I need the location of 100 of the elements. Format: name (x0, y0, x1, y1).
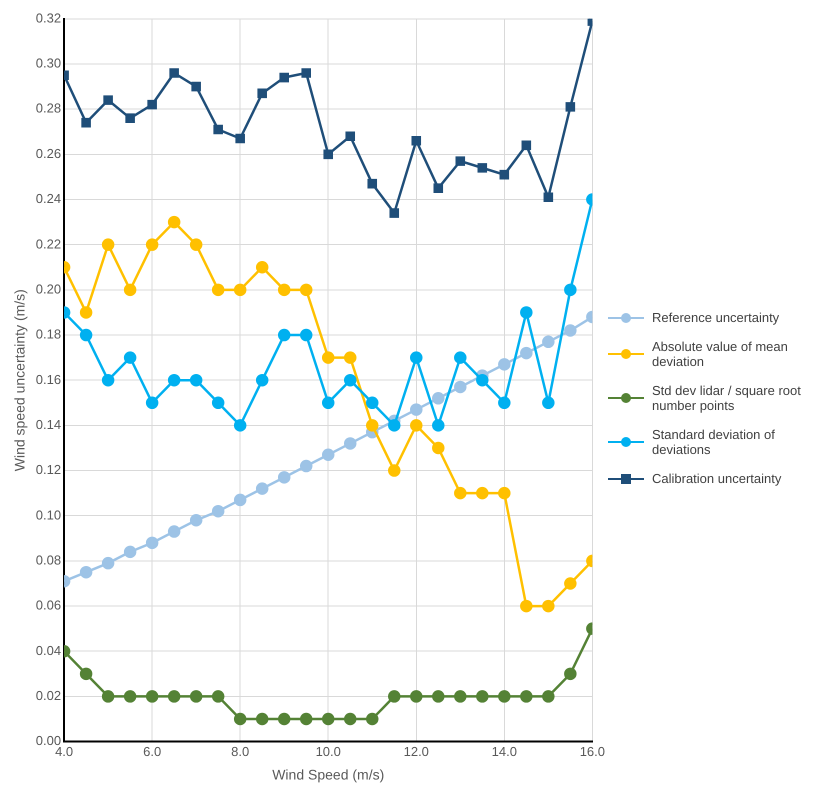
point (257, 88, 267, 98)
point (256, 712, 268, 726)
x-tick-label: 16.0 (580, 744, 606, 759)
point (366, 419, 378, 432)
point (520, 600, 533, 612)
point (366, 712, 378, 726)
y-tick-label: 0.22 (36, 236, 62, 252)
x-tick-label: 6.0 (143, 744, 162, 759)
point (103, 95, 113, 105)
point (542, 396, 555, 410)
y-tick-label: 0.32 (36, 10, 62, 26)
y-tick-label: 0.16 (36, 372, 62, 387)
x-axis-title: Wind Speed (m/s) (272, 766, 384, 782)
y-tick-label: 0.06 (36, 598, 62, 613)
y-tick-label: 0.14 (36, 416, 62, 432)
point (168, 216, 180, 228)
point (168, 690, 180, 703)
point (80, 668, 92, 680)
legend-label: Reference uncertainty (652, 310, 780, 325)
y-tick-label: 0.20 (36, 281, 62, 296)
point (522, 140, 532, 150)
y-tick-label: 0.26 (36, 146, 62, 161)
point (212, 396, 224, 410)
point (389, 208, 400, 218)
point (102, 556, 114, 570)
point (344, 374, 356, 386)
point (168, 525, 180, 538)
y-tick-label: 0.04 (36, 642, 62, 658)
point (410, 403, 423, 416)
point (454, 690, 467, 703)
point (300, 460, 312, 472)
y-tick-label: 0.24 (36, 191, 62, 206)
x-tick-label: 12.0 (404, 744, 429, 759)
point (520, 690, 533, 703)
point (322, 712, 334, 726)
point (476, 486, 489, 500)
point (564, 284, 577, 296)
point (278, 471, 290, 484)
legend-label: Std dev lidar / square root number points (652, 383, 802, 413)
point (476, 690, 489, 703)
y-tick-label: 0.08 (36, 552, 62, 568)
point (542, 600, 555, 612)
point (168, 374, 180, 386)
point (80, 566, 92, 578)
point (566, 102, 576, 112)
point (454, 380, 467, 394)
point (345, 131, 356, 142)
point (388, 419, 401, 432)
point (146, 690, 158, 703)
point (478, 163, 488, 173)
point (300, 328, 312, 342)
point (388, 690, 401, 703)
point (433, 183, 444, 193)
point (102, 690, 114, 703)
y-tick-label: 0.28 (36, 100, 62, 116)
y-tick-label: 0.10 (36, 507, 62, 522)
point (344, 351, 356, 364)
point (322, 396, 334, 410)
point (367, 178, 378, 188)
point (476, 374, 489, 386)
point (410, 351, 423, 364)
point (190, 690, 202, 703)
point (169, 68, 179, 78)
point (212, 690, 224, 703)
point (256, 261, 268, 274)
legend-label: Calibration uncertainty (652, 471, 782, 486)
point (190, 514, 202, 526)
point (410, 419, 423, 432)
point (279, 72, 289, 82)
point (432, 442, 445, 454)
point (191, 82, 201, 92)
point (147, 100, 157, 110)
point (322, 351, 334, 364)
point (124, 284, 136, 296)
point (301, 68, 311, 78)
point (234, 419, 246, 432)
point (322, 448, 334, 461)
point (520, 306, 533, 319)
point (234, 494, 246, 506)
point (256, 374, 268, 386)
x-tick-label: 8.0 (231, 744, 250, 759)
point (432, 690, 445, 703)
point (344, 712, 356, 726)
point (498, 358, 511, 371)
point (564, 668, 577, 680)
point (454, 486, 467, 500)
point (432, 419, 445, 432)
point (256, 482, 268, 495)
point (80, 306, 92, 319)
point (498, 396, 511, 410)
point (456, 156, 466, 166)
y-tick-label: 0.12 (36, 462, 62, 478)
point (366, 396, 378, 410)
point (124, 690, 136, 703)
point (410, 690, 423, 703)
point (411, 136, 422, 146)
x-tick-label: 10.0 (316, 744, 341, 759)
point (300, 712, 312, 726)
point (498, 486, 511, 500)
point (278, 284, 290, 296)
